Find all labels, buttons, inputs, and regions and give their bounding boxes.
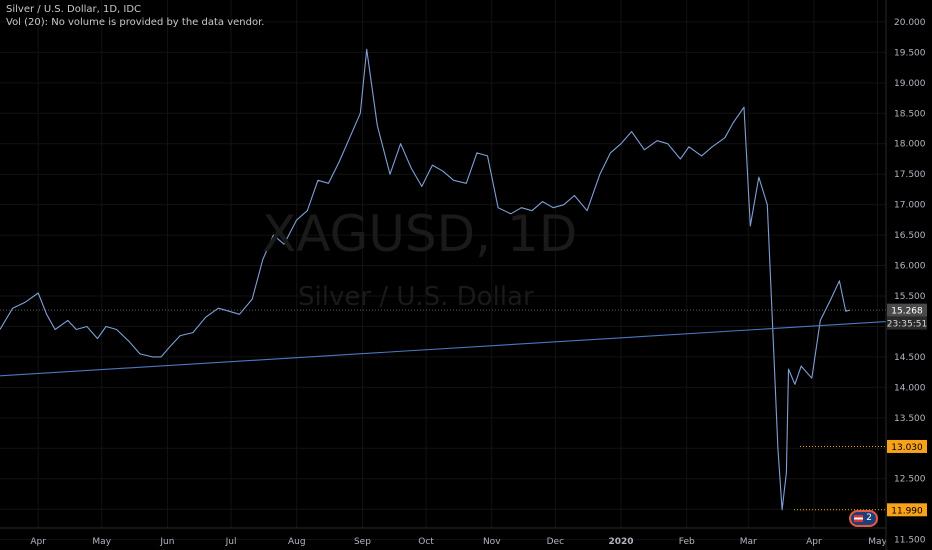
y-tick-label: 13.500	[894, 414, 926, 424]
last-price-badge-bg	[887, 303, 927, 317]
flag-icon	[854, 515, 863, 522]
low-level-1-badge: 13.030	[891, 443, 923, 453]
x-tick-label: Nov	[483, 537, 501, 547]
watermark-name: Silver / U.S. Dollar	[298, 282, 534, 312]
x-tick-label: Apr	[30, 537, 46, 547]
x-tick-label: May	[868, 537, 887, 547]
low-level-1-badge-bg	[887, 439, 927, 453]
alerts-count: 2	[866, 513, 872, 523]
y-tick-label: 14.000	[894, 383, 926, 393]
low-level-2-badge-bg	[887, 503, 927, 517]
y-tick-label: 19.500	[894, 48, 926, 58]
y-tick-label: 11.500	[894, 536, 926, 546]
y-tick-label: 12.500	[894, 475, 926, 485]
symbol-legend[interactable]: Silver / U.S. Dollar, 1D, IDC	[6, 4, 142, 15]
y-tick-label: 15.500	[894, 292, 926, 302]
x-tick-label: Mar	[740, 537, 757, 547]
volume-legend[interactable]: Vol (20): No volume is provided by the d…	[6, 17, 265, 28]
y-tick-label: 18.000	[894, 140, 926, 150]
y-tick-label: 14.500	[894, 353, 926, 363]
x-tick-label: 2020	[609, 537, 634, 547]
y-tick-label: 18.500	[894, 109, 926, 119]
x-tick-label: May	[92, 537, 111, 547]
x-axis: Apr May Jun Jul Aug Sep Oct Nov Dec 2020 Feb Mar Apr…	[0, 527, 887, 547]
y-tick-label: 19.000	[894, 79, 926, 89]
price-badges: 15.268 23:35:51 13.030 11.990	[887, 303, 927, 517]
x-tick-label: Feb	[679, 537, 695, 547]
x-tick-label: Apr	[806, 537, 822, 547]
y-tick-label: 17.000	[894, 201, 926, 211]
x-tick-label: Jun	[159, 537, 174, 547]
countdown-badge-bg	[887, 316, 927, 330]
x-tick-label: Aug	[288, 537, 306, 547]
alerts-badge[interactable]: 2	[849, 510, 878, 527]
x-tick-label: Jul	[225, 537, 237, 547]
x-tick-label: Oct	[418, 537, 434, 547]
y-tick-label: 16.000	[894, 262, 926, 272]
watermark-ticker: XAGUSD, 1D	[262, 205, 578, 263]
countdown-badge: 23:35:51	[887, 320, 927, 330]
x-tick-label: Dec	[547, 537, 564, 547]
x-tick-label: Sep	[354, 537, 371, 547]
grid	[0, 0, 886, 541]
series-layer	[0, 48, 887, 511]
y-tick-label: 17.500	[894, 170, 926, 180]
silver-price-line	[0, 48, 851, 511]
y-tick-label: 16.500	[894, 231, 926, 241]
trend-line[interactable]	[0, 321, 887, 377]
low-level-2-badge: 11.990	[891, 506, 923, 516]
reference-lines	[0, 309, 886, 511]
last-price-badge: 15.268	[891, 307, 923, 317]
y-tick-label: 20.000	[894, 18, 926, 28]
